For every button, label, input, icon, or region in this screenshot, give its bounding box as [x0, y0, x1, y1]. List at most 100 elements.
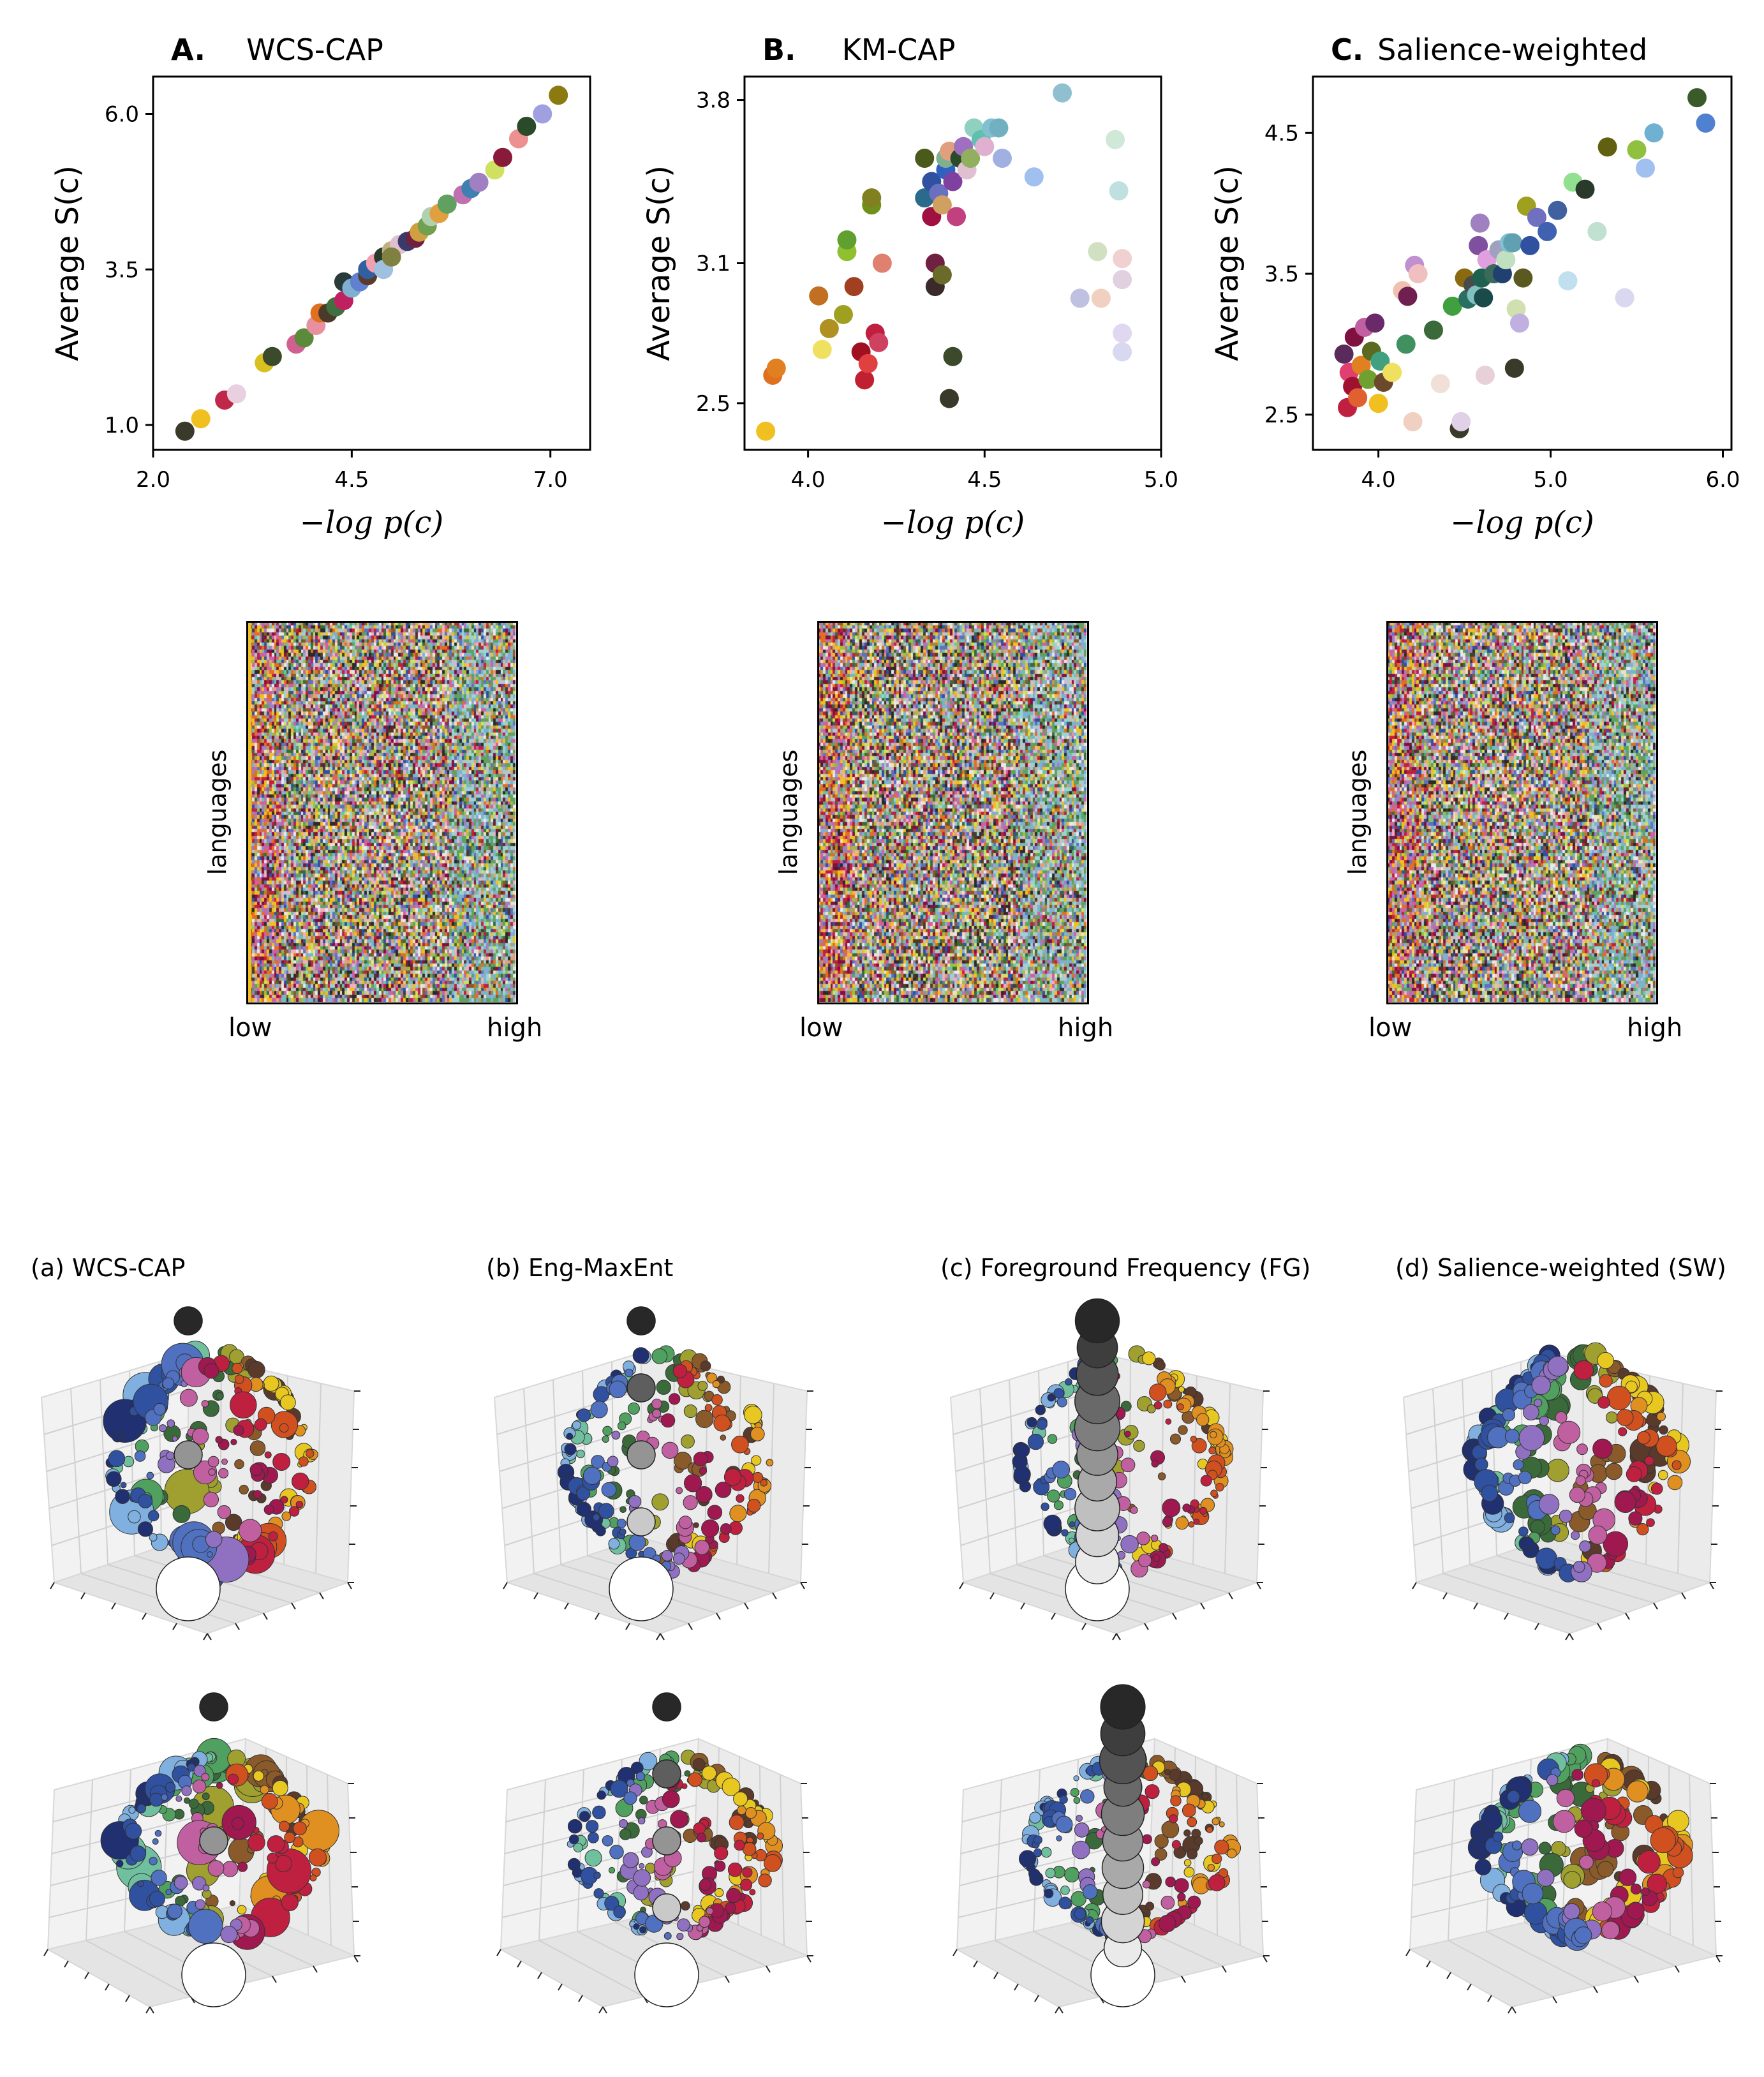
sphere-point [658, 1551, 672, 1566]
sphere-point [740, 1879, 753, 1891]
sphere-point [733, 1831, 747, 1845]
sphere-point [220, 1826, 229, 1835]
sphere-point [625, 1498, 632, 1505]
sphere-point [1129, 1916, 1143, 1930]
sphere-point [1540, 1378, 1562, 1401]
sphere-point [1543, 1396, 1569, 1421]
sphere-point [631, 1858, 639, 1866]
sphere-point [1492, 1802, 1509, 1819]
sphere-point [280, 1397, 289, 1407]
sphere-point [743, 1426, 759, 1443]
sphere-point [1578, 1501, 1597, 1521]
sphere-point [164, 1469, 210, 1514]
achromatic-point [1099, 1736, 1147, 1785]
sphere-point [680, 1901, 690, 1911]
sphere-point [195, 1899, 206, 1910]
sphere-point [149, 1533, 158, 1542]
sphere-point [136, 1394, 149, 1406]
sphere-point [238, 1526, 256, 1545]
sphere-point [1021, 1834, 1032, 1845]
sphere-point [1159, 1378, 1176, 1395]
sphere-point [153, 1403, 167, 1416]
sphere-point [715, 1779, 722, 1785]
sphere-point [204, 1753, 214, 1762]
sphere-point [1159, 1761, 1178, 1779]
sphere-point [1666, 1450, 1691, 1474]
sphere-point [1212, 1817, 1220, 1826]
sphere-point [1566, 1347, 1590, 1370]
sphere-point [1086, 1764, 1098, 1777]
sphere-point [1562, 1909, 1578, 1926]
sphere-point [1511, 1424, 1534, 1448]
sphere-point [1116, 1551, 1126, 1560]
sphere-point [161, 1381, 169, 1388]
sphere-point [1590, 1454, 1606, 1470]
sphere-point [1550, 1523, 1569, 1542]
sphere-point [1074, 1530, 1089, 1545]
sphere-point [237, 1524, 262, 1549]
sphere-point [1029, 1872, 1044, 1886]
sphere-point [1582, 1540, 1602, 1561]
sphere-point [1535, 1884, 1557, 1905]
sphere-point [191, 1812, 204, 1824]
sphere-point [758, 1808, 773, 1824]
sphere-point [115, 1859, 124, 1868]
sphere-point [688, 1772, 702, 1787]
sphere-point [1180, 1908, 1192, 1919]
sphere-point [1641, 1887, 1650, 1896]
sphere-point [298, 1810, 340, 1852]
sphere-point [1522, 1541, 1539, 1558]
data-point [1113, 270, 1132, 290]
sphere-point [158, 1381, 169, 1392]
sphere-point [204, 1363, 219, 1379]
sphere-point [742, 1867, 753, 1878]
sphere-point [1085, 1473, 1102, 1489]
sphere-point [240, 1547, 258, 1565]
sphere-point [1475, 1476, 1491, 1492]
sphere-point [1194, 1836, 1203, 1845]
sphere-point [1512, 1390, 1532, 1410]
x-tick-label: 6.0 [1705, 467, 1740, 493]
sphere-point [1667, 1842, 1693, 1868]
sphere-point [1022, 1825, 1040, 1843]
sphere-point [1600, 1554, 1615, 1569]
sphere-point [1523, 1404, 1539, 1421]
sphere-point [179, 1895, 189, 1904]
sphere-point [166, 1907, 180, 1921]
sphere-point [1535, 1547, 1557, 1570]
sphere-point [248, 1833, 265, 1852]
sphere-point [672, 1364, 688, 1378]
sphere-point [193, 1764, 206, 1777]
sphere-point [616, 1519, 626, 1529]
sphere-point [1099, 1919, 1117, 1937]
achromatic-point [1101, 1792, 1145, 1836]
sphere-point [223, 1357, 231, 1365]
sphere-point [186, 1853, 220, 1887]
sphere-point [672, 1914, 679, 1921]
sphere-point [221, 1861, 239, 1877]
sphere-point [1533, 1354, 1552, 1373]
sphere-point [1188, 1521, 1195, 1528]
sphere-point [1205, 1880, 1217, 1891]
sphere-point [1570, 1344, 1596, 1370]
sphere-point [1191, 1829, 1201, 1839]
sphere-point [1102, 1798, 1110, 1806]
sphere-point [1608, 1923, 1620, 1935]
sphere-point [1559, 1563, 1578, 1582]
sphere-point [1629, 1778, 1650, 1800]
sphere-point [1206, 1859, 1216, 1869]
sphere-point [1481, 1418, 1505, 1443]
sphere-point [1563, 1903, 1580, 1920]
sphere-point [750, 1427, 765, 1441]
sphere-point [1075, 1378, 1092, 1395]
sphere-point [222, 1556, 234, 1568]
data-point [1644, 123, 1664, 143]
sphere-point [758, 1873, 772, 1887]
sphere-point [1059, 1795, 1068, 1804]
sphere-point [1152, 1357, 1164, 1369]
sphere-point [1029, 1812, 1041, 1824]
sphere-point [179, 1366, 191, 1378]
sphere-point [196, 1738, 232, 1775]
sphere-point [1139, 1766, 1152, 1779]
sphere-point [1471, 1834, 1492, 1855]
